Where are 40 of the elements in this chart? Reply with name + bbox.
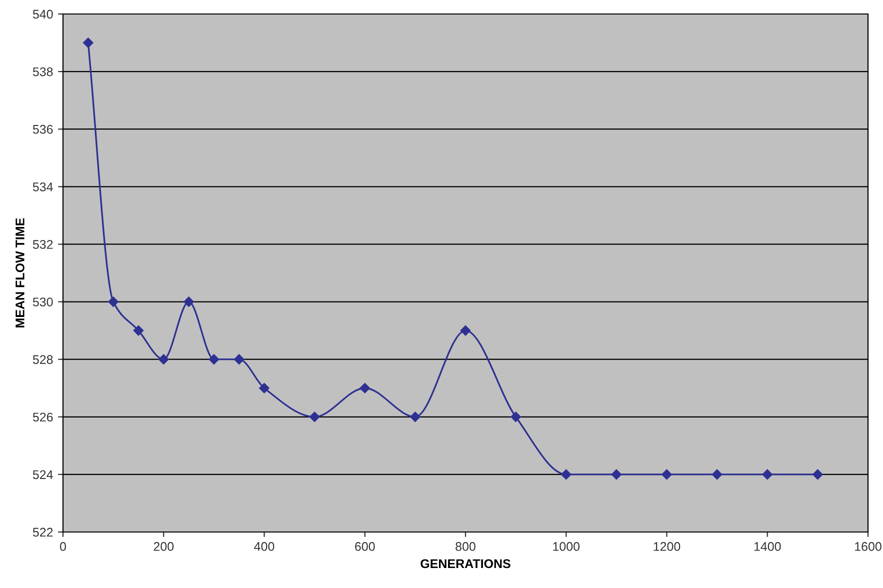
point	[410, 412, 420, 422]
y-tick-label: 530	[32, 298, 53, 306]
x-tick-label: 1400	[754, 542, 781, 551]
point	[158, 354, 169, 364]
y-axis-title: MEAN FLOW TIME	[16, 218, 24, 328]
point	[133, 325, 144, 336]
x-tick-label: 1600	[855, 542, 882, 551]
y-tick-label: 536	[32, 124, 53, 134]
y-tick-label: 528	[32, 355, 53, 364]
point	[762, 469, 772, 480]
x-tick-label: 600	[355, 542, 375, 551]
point	[712, 469, 722, 480]
point	[510, 412, 521, 422]
x-tick-label: 1000	[553, 542, 580, 551]
x-tick-label: 1200	[654, 542, 680, 551]
point	[360, 382, 370, 394]
point	[184, 296, 194, 307]
y-tick-label: 540	[32, 10, 53, 19]
point	[259, 382, 270, 394]
point	[208, 354, 220, 364]
point	[561, 469, 572, 480]
y-tick-label: 532	[32, 240, 53, 249]
point	[309, 412, 320, 422]
point	[460, 325, 471, 336]
point	[812, 469, 823, 480]
y-tick-label: 526	[32, 412, 53, 422]
point	[611, 469, 622, 480]
x-axis-title: GENERATIONS	[420, 559, 510, 568]
y-tick-label: 538	[32, 67, 53, 76]
point	[662, 469, 672, 480]
x-tick-label: 200	[154, 542, 174, 551]
y-tick-label: 534	[32, 182, 53, 192]
y-tick-label: 524	[32, 470, 53, 480]
x-tick-label: 400	[254, 542, 274, 551]
point	[108, 296, 118, 307]
x-tick-label: 0	[60, 542, 66, 551]
x-tick-label: 800	[456, 542, 476, 551]
y-tick-label: 522	[32, 528, 53, 537]
point	[83, 38, 94, 48]
point	[234, 354, 244, 364]
